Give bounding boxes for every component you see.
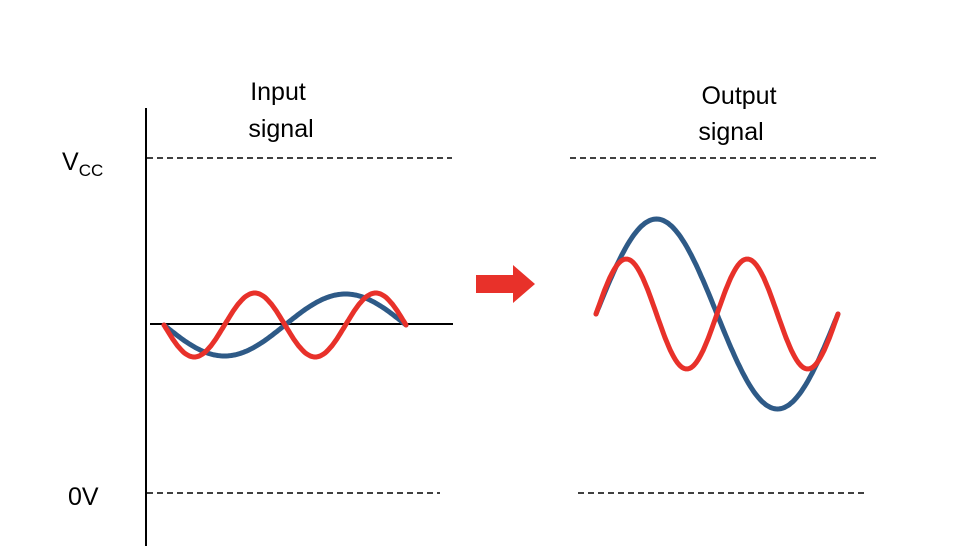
output-signal-red-wave [593,256,841,372]
vcc-label-main: V [62,148,79,176]
input-title-line2: signal [248,115,313,143]
output-title-line2: signal [698,118,763,146]
arrow-right-icon [476,265,535,303]
input-signal-red-wave [161,290,409,360]
vcc-label: VCC [62,148,103,180]
zero-volt-label: 0V [68,483,99,511]
output-title-line1: Output [701,82,776,110]
vcc-label-sub: CC [79,161,104,180]
input-title-line1: Input [250,78,306,106]
